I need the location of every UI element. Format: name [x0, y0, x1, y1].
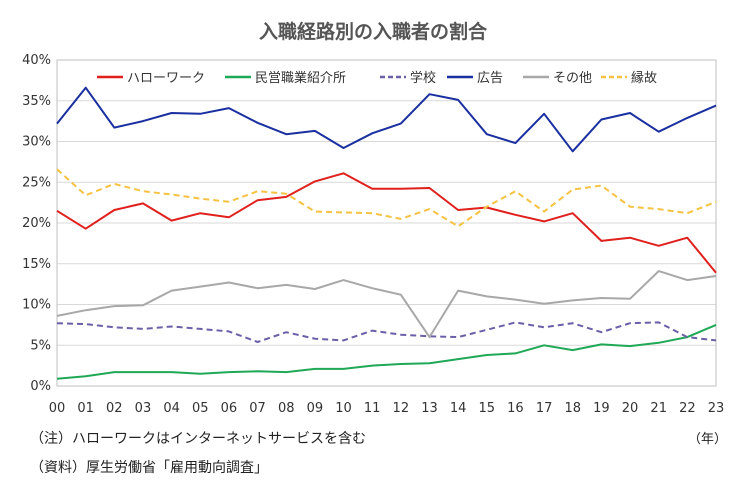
x-tick-label: 03	[135, 401, 152, 416]
series-line	[56, 270, 717, 339]
x-tick-label: 10	[335, 401, 352, 416]
y-tick-label: 5%	[30, 338, 51, 353]
x-tick-label: 23	[708, 401, 725, 416]
legend: ハローワーク 民営職業紹介所 学校 広告 その他 縁故	[97, 70, 657, 86]
legend-label: 縁故	[631, 70, 657, 86]
y-tick-label: 30%	[22, 135, 51, 150]
y-tick-label: 0%	[30, 379, 51, 394]
x-tick-label: 07	[249, 401, 266, 416]
x-tick-label: 01	[77, 401, 94, 416]
series-lines	[56, 86, 717, 380]
x-tick-label: 04	[163, 401, 180, 416]
x-tick-label: 06	[221, 401, 238, 416]
legend-label: 民営職業紹介所	[255, 70, 346, 86]
chart-title: 入職経路別の入職者の割合	[259, 20, 488, 43]
y-tick-label: 25%	[22, 175, 51, 190]
series-line	[56, 168, 717, 228]
x-tick-label: 02	[106, 401, 123, 416]
x-tick-label: 13	[421, 401, 438, 416]
series-line	[56, 323, 717, 380]
footnote-source: （資料）厚生労働省「雇用動向調査」	[30, 460, 268, 476]
x-tick-label: 11	[364, 401, 381, 416]
x-tick-label: 14	[450, 401, 467, 416]
x-tick-label: 22	[679, 401, 696, 416]
x-tick-label: 21	[650, 401, 667, 416]
footnote-note: （注）ハローワークはインターネットサービスを含む	[30, 431, 366, 447]
x-tick-label: 20	[622, 401, 639, 416]
x-axis-unit: （年）	[688, 432, 728, 447]
axes: 0% 5% 10% 15% 20% 25% 30% 35% 40% 00 01 02 03 04 05 06 0…	[22, 53, 724, 416]
legend-label: 広告	[477, 71, 503, 86]
legend-label: 学校	[410, 70, 436, 86]
x-tick-label: 15	[479, 401, 496, 416]
series-line	[56, 86, 717, 153]
y-tick-label: 40%	[22, 53, 51, 68]
series-line	[56, 172, 717, 274]
y-tick-label: 35%	[22, 94, 51, 109]
x-tick-label: 17	[536, 401, 553, 416]
gridlines	[56, 59, 717, 387]
legend-label: ハローワーク	[127, 71, 205, 86]
x-tick-label: 19	[593, 401, 610, 416]
y-tick-label: 20%	[22, 216, 51, 231]
x-tick-label: 00	[49, 401, 66, 416]
series-line	[56, 321, 717, 343]
x-tick-label: 08	[278, 401, 295, 416]
x-tick-label: 12	[393, 401, 410, 416]
x-tick-label: 18	[564, 401, 581, 416]
legend-label: その他	[553, 71, 592, 86]
x-tick-label: 09	[307, 401, 324, 416]
x-tick-label: 05	[192, 401, 209, 416]
y-tick-label: 15%	[22, 257, 51, 272]
plot-frame	[56, 59, 717, 387]
x-tick-label: 16	[507, 401, 524, 416]
y-tick-label: 10%	[22, 298, 51, 313]
